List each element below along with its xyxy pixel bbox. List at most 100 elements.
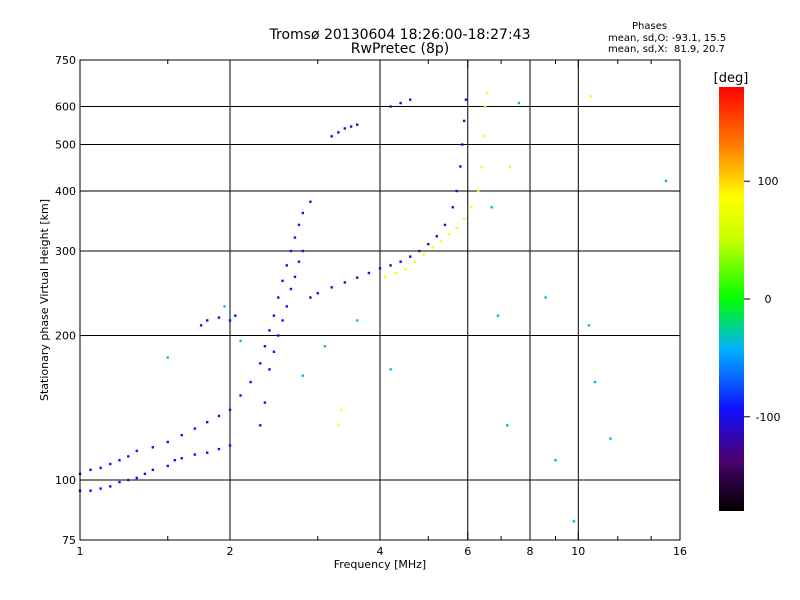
data-point [461,143,464,146]
data-point [609,437,612,440]
data-point [443,223,447,227]
colorbar-label: [deg] [714,71,749,86]
data-point [281,279,284,283]
data-point [470,206,473,209]
y-tick-label: 750 [55,54,76,67]
data-point [427,242,430,246]
data-point [589,95,593,98]
data-point [544,296,547,299]
data-point [173,458,177,462]
x-tick-label: 4 [377,545,384,558]
colorbar-tick-label: 100 [758,175,779,188]
data-point [118,480,121,484]
data-point [166,356,169,359]
colorbar-tick-label: -100 [756,411,781,424]
data-point [217,316,221,319]
data-point [439,239,443,243]
axis-ticks: 1 2 4 6 8 10 16 75 100 200 300 400 500 600 750 [55,54,687,558]
data-point [378,267,382,270]
data-point [217,414,221,418]
data-point [263,345,267,348]
y-tick-label: 300 [55,245,76,258]
data-point [205,319,209,322]
data-point [99,487,102,490]
chart-title: Tromsø 20130604 18:26:00-18:27:43 [269,27,531,43]
data-point [384,275,387,279]
data-point [485,91,488,95]
data-point [422,253,426,256]
data-point [409,98,412,101]
data-point [447,233,451,236]
x-tick-label: 10 [571,545,585,558]
data-point [451,206,455,209]
data-point [99,466,102,470]
data-point [193,453,197,456]
data-point [399,101,402,105]
phases-o-stats: mean, sd,O: -93.1, 15.5 [608,33,727,44]
data-point [223,305,226,308]
data-point [293,236,297,239]
data-point [301,249,305,253]
data-point [268,368,271,371]
data-point [293,275,297,279]
data-point [301,211,305,215]
data-point [272,350,276,353]
x-tick-label: 6 [464,545,471,558]
y-tick-label: 400 [55,185,76,198]
y-tick-label: 600 [55,101,76,114]
y-axis-label: Stationary phase Virtual Height [km] [38,199,51,401]
data-point [337,424,340,427]
colorbar [719,87,744,511]
data-point [480,165,483,168]
data-point [462,217,466,221]
data-point [455,189,458,193]
data-point [151,446,155,449]
data-point [309,296,312,299]
x-tick-label: 2 [227,545,234,558]
data-point [455,226,458,230]
x-tick-label: 8 [527,545,534,558]
data-point [301,374,305,377]
data-point [389,105,392,108]
data-point [109,462,112,466]
data-point [234,314,237,317]
data-point [459,165,462,168]
data-point [289,249,293,253]
data-point [272,314,276,317]
data-point [554,458,557,462]
data-point [180,457,183,460]
data-point [409,255,412,258]
data-point [166,440,169,444]
data-point [239,339,242,343]
data-point [199,324,203,327]
data-point [505,424,509,427]
data-point [404,267,407,271]
data-point [418,249,421,253]
phases-heading: Phases [632,21,668,32]
data-point [228,408,232,412]
data-point [89,489,92,492]
data-point [289,287,293,291]
data-point [297,260,301,263]
data-point [135,476,138,480]
data-point [389,264,392,267]
data-point [355,319,359,322]
data-point [389,368,392,371]
data-point [259,424,262,427]
data-point [355,276,359,279]
data-point [166,464,169,468]
data-point [309,200,312,203]
data-point [349,125,353,128]
data-point [431,246,434,249]
data-point [587,324,591,327]
data-point [228,444,232,447]
data-point [517,101,521,105]
data-point [664,179,668,183]
data-point [193,427,197,430]
data-point [496,314,500,317]
data-point [268,329,271,332]
colorbar-tick-label: 0 [765,293,772,306]
data-point [340,408,343,412]
data-point [285,305,288,308]
data-point [180,433,183,437]
